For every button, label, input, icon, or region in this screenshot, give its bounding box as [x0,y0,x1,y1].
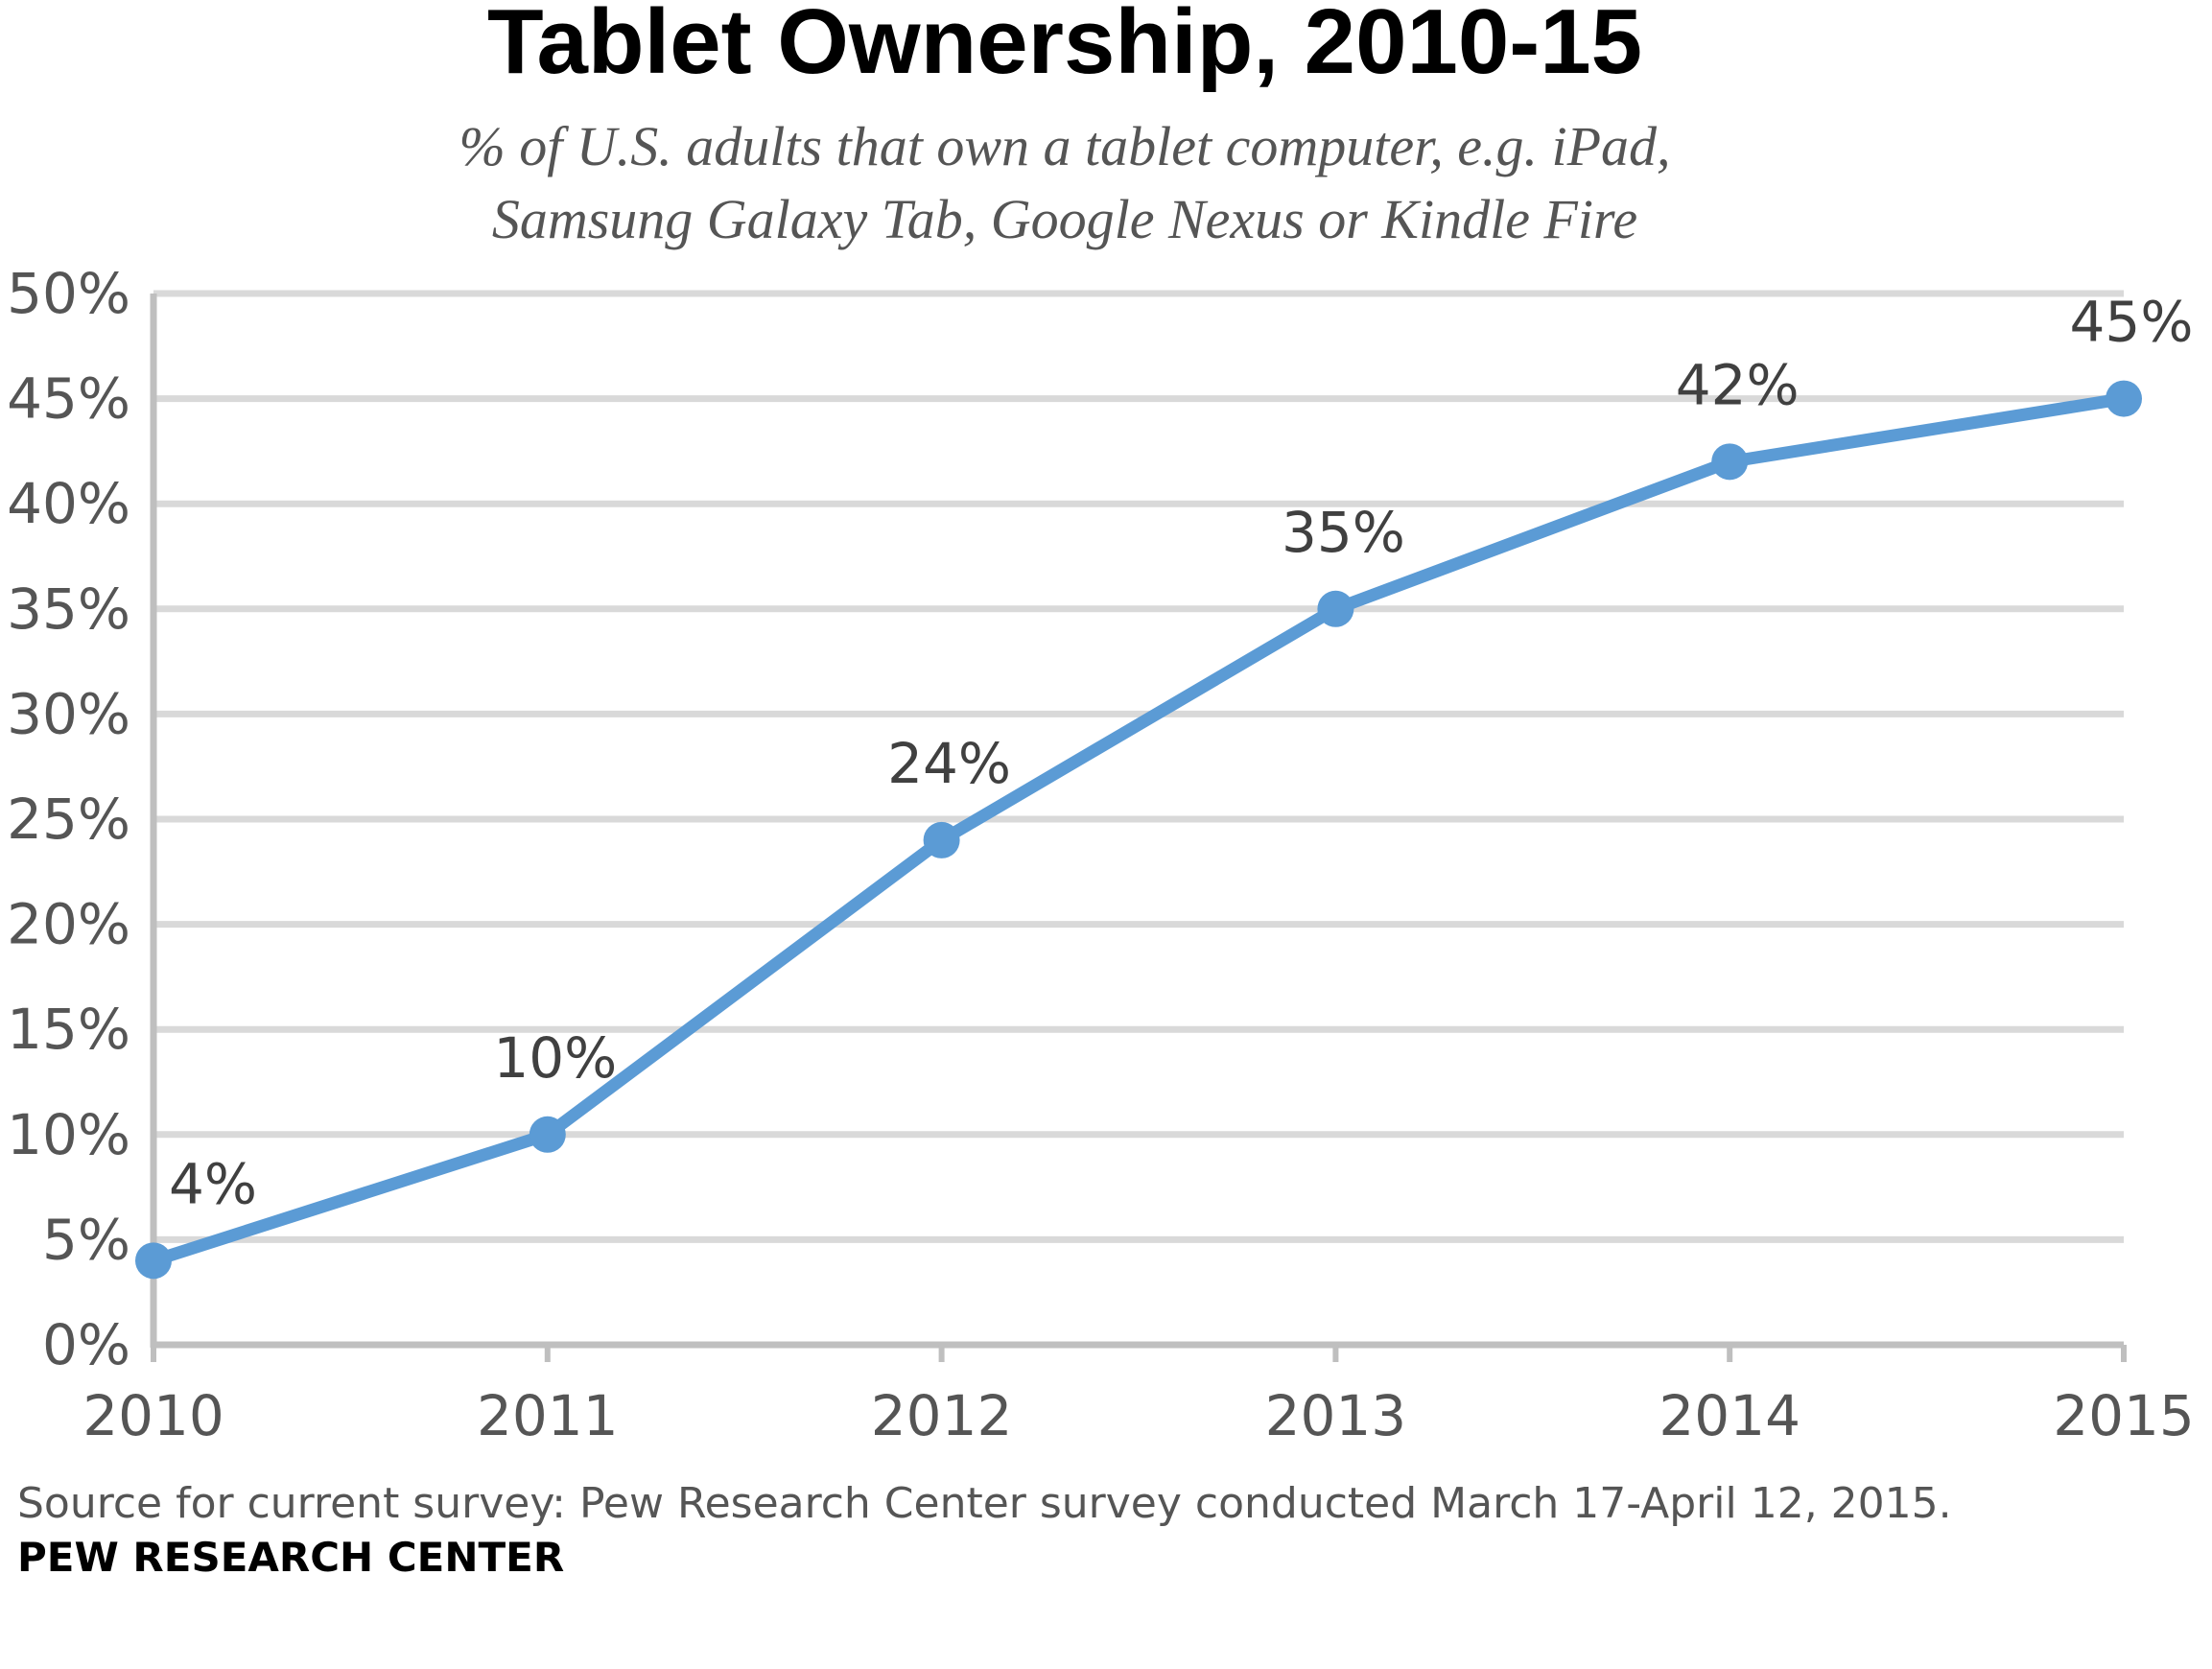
x-axis-tick-labels: 2010 2011 2012 2013 2014 2015 [82,1383,2195,1448]
x-tick-label: 2014 [1659,1383,1800,1448]
data-label: 10% [493,1025,617,1091]
chart-title: Tablet Ownership, 2010-15 [487,0,1642,93]
source-note: Source for current survey: Pew Research … [17,1479,1952,1528]
x-tick-label: 2013 [1265,1383,1407,1448]
axes [150,294,2127,1362]
y-tick-label: 40% [7,471,130,536]
gridlines [153,290,2124,1243]
series-line [147,392,2130,1267]
data-label: 24% [887,731,1011,796]
x-tick-label: 2015 [2053,1383,2195,1448]
y-tick-label: 25% [7,787,130,852]
y-tick-label: 5% [42,1207,130,1272]
data-point [529,1116,566,1153]
data-points [135,380,2142,1280]
data-label: 35% [1282,500,1405,565]
data-label: 42% [1676,352,1800,417]
x-tick-label: 2011 [477,1383,619,1448]
data-point [923,821,960,858]
data-point [2106,380,2142,417]
data-point [1317,590,1354,627]
y-tick-label: 15% [7,997,130,1062]
y-tick-label: 35% [7,576,130,642]
series-line-path [147,392,2130,1267]
y-tick-label: 45% [7,366,130,432]
data-label: 4% [169,1151,257,1216]
data-point [135,1242,172,1280]
data-point [1711,443,1749,481]
y-tick-label: 50% [7,261,130,326]
chart-subtitle-line-1: % of U.S. adults that own a tablet compu… [459,115,1670,177]
y-tick-label: 10% [7,1102,130,1167]
x-tick-label: 2012 [871,1383,1013,1448]
x-tick-label: 2010 [82,1383,224,1448]
data-labels: 4% 10% 24% 35% 42% 45% [169,290,2193,1217]
y-tick-label: 30% [7,681,130,746]
y-tick-label: 20% [7,892,130,957]
data-label: 45% [2070,290,2194,355]
brand-name: PEW RESEARCH CENTER [17,1534,564,1581]
y-tick-label: 0% [42,1312,130,1377]
chart-subtitle-line-2: Samsung Galaxy Tab, Google Nexus or Kind… [492,188,1637,250]
y-axis-tick-labels: 0% 5% 10% 15% 20% 25% 30% 35% 40% 45% 50% [7,261,130,1377]
